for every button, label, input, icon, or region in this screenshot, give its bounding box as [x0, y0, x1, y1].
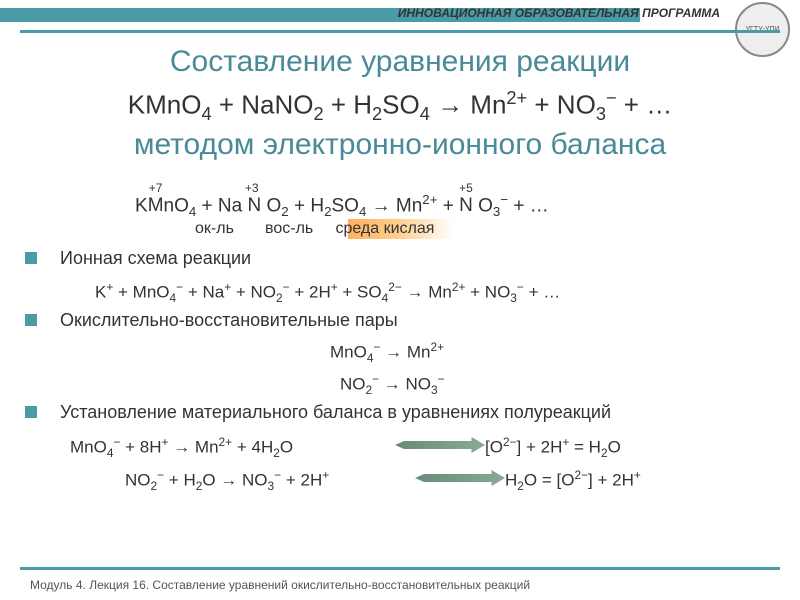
section-title: Ионная схема реакции — [60, 248, 251, 269]
bullet-icon — [25, 406, 37, 418]
top-divider — [20, 30, 780, 33]
slide-title: Составление уравнения реакции — [0, 45, 800, 79]
ox-state: +3 — [245, 181, 259, 195]
balance-rule-equation: [O2−] + 2H+ = H2O — [485, 435, 621, 460]
redox-pair-equation: NO2− → NO3− — [340, 372, 445, 397]
slide-subtitle: методом электронно-ионного баланса — [0, 128, 800, 162]
footer-text: Модуль 4. Лекция 16. Составление уравнен… — [30, 578, 530, 592]
bullet-icon — [25, 314, 37, 326]
half-reaction-equation: NO2− + H2O → NO3− + 2H+ — [125, 468, 329, 493]
main-equation: KMnO4 + NaNO2 + H2SO4 → Mn2+ + NO3− + … — [0, 88, 800, 125]
bullet-icon — [25, 252, 37, 264]
balance-rule-equation: H2O = [O2−] + 2H+ — [505, 468, 641, 493]
section-title: Установление материального баланса в ура… — [60, 402, 611, 423]
oxidation-equation: KM+7nO4 + Na N+3 O2 + H2SO4 → Mn2+ + N+5… — [135, 192, 549, 219]
role-labels: ок-ль вос-ль среда кислая — [195, 220, 434, 238]
half-reaction-equation: MnO4− + 8H+ → Mn2+ + 4H2O — [70, 435, 293, 460]
section-title: Окислительно-восстановительные пары — [60, 310, 398, 331]
arrow-icon — [415, 470, 505, 486]
reducer-label: вос-ль — [265, 220, 313, 237]
header: ИННОВАЦИОННАЯ ОБРАЗОВАТЕЛЬНАЯ ПРОГРАММА … — [0, 0, 800, 40]
program-label: ИННОВАЦИОННАЯ ОБРАЗОВАТЕЛЬНАЯ ПРОГРАММА — [398, 6, 720, 20]
environment-label: среда кислая — [335, 220, 434, 237]
redox-pair-equation: MnO4− → Mn2+ — [330, 340, 444, 365]
ox-state: +5 — [459, 181, 473, 195]
ionic-scheme-equation: K+ + MnO4− + Na+ + NO2− + 2H+ + SO42− → … — [95, 280, 560, 305]
ox-state: +7 — [149, 181, 163, 195]
arrow-icon — [395, 437, 485, 453]
oxidizer-label: ок-ль — [195, 220, 234, 237]
sub: 3 — [596, 104, 606, 124]
bottom-divider — [20, 567, 780, 570]
